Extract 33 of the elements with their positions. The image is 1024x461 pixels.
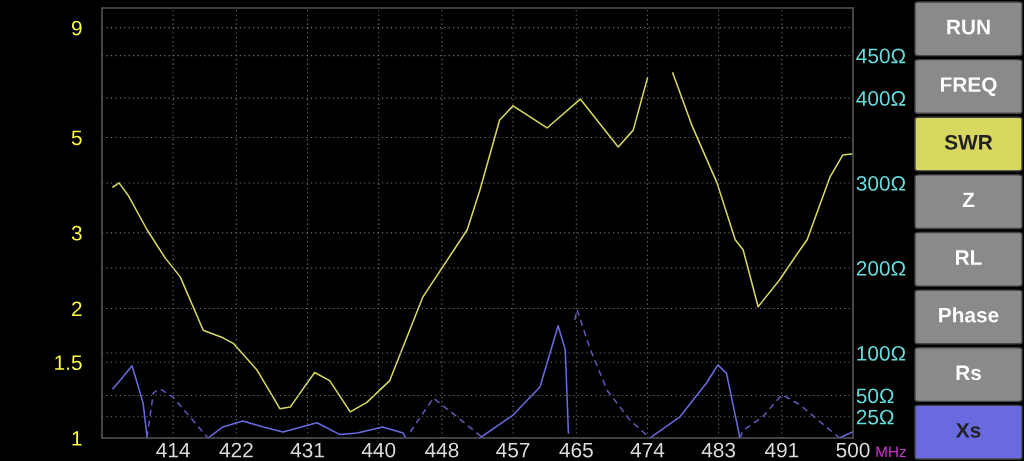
text: Z [962, 192, 975, 208]
y2-tick-label: 300Ω [856, 176, 906, 191]
text: RUN [947, 19, 990, 35]
y-tick-label: 1.5 [55, 355, 82, 371]
y2-tick-label: 50Ω [856, 388, 894, 404]
y-tick-label: 2 [72, 301, 82, 317]
x-tick-label: 422 [219, 442, 253, 458]
y2-tick-label: 450Ω [856, 48, 906, 64]
y-tick-label: 1 [72, 431, 82, 446]
x-tick-label: 457 [496, 442, 530, 458]
y-tick-label: 3 [71, 225, 82, 241]
y2-tick-label: 25Ω [856, 409, 894, 425]
x-tick-label: 440 [361, 442, 396, 458]
y2-tick-label: 200Ω [856, 261, 906, 276]
text: RL [956, 250, 982, 265]
x-tick-label: 474 [630, 442, 665, 458]
x-tick-label: 431 [290, 442, 324, 458]
text: Phase [939, 307, 999, 323]
x-tick-label: 414 [156, 442, 190, 458]
x-tick-label: 465 [559, 442, 593, 458]
y-tick-label: 5 [71, 130, 82, 146]
x-axis-title: MHz [876, 446, 906, 458]
text: Xs [955, 423, 981, 438]
y2-tick-label: 100Ω [857, 346, 906, 361]
x-tick-label: 500 [836, 442, 870, 458]
y2-tick-label: 400Ω [856, 91, 906, 106]
x-tick-label: 448 [425, 442, 459, 458]
text: Rs [956, 365, 981, 381]
text: FREQ [940, 77, 997, 96]
x-tick-label: 491 [764, 442, 799, 458]
x-tick-label: 483 [701, 442, 736, 458]
text: SWR [944, 134, 993, 150]
y-tick-label: 9 [71, 20, 82, 36]
